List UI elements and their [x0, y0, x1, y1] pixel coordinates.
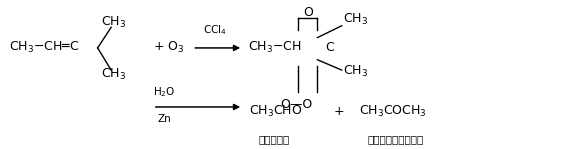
- Text: CH$_3$−CH═C: CH$_3$−CH═C: [9, 40, 80, 55]
- Text: प्रोपेनोन: प्रोपेनोन: [368, 134, 424, 144]
- Text: Zn: Zn: [158, 114, 171, 124]
- Text: CH$_3$COCH$_3$: CH$_3$COCH$_3$: [359, 104, 427, 119]
- Text: CH$_3$: CH$_3$: [101, 15, 126, 30]
- Text: CH$_3$: CH$_3$: [344, 64, 368, 79]
- Text: CH$_3$−CH: CH$_3$−CH: [247, 40, 301, 55]
- Text: C: C: [325, 41, 334, 54]
- Text: CCl$_4$: CCl$_4$: [203, 23, 227, 37]
- Text: +: +: [333, 105, 344, 118]
- Text: एथेनल: एथेनल: [259, 134, 290, 144]
- Text: H$_2$O: H$_2$O: [153, 85, 175, 99]
- Text: CH$_3$: CH$_3$: [344, 12, 368, 27]
- Text: O: O: [303, 6, 313, 19]
- Text: CH$_3$CHO: CH$_3$CHO: [249, 104, 302, 119]
- Text: CH$_3$: CH$_3$: [101, 67, 126, 82]
- Text: + O$_3$: + O$_3$: [153, 40, 184, 55]
- Text: O—O: O—O: [280, 98, 312, 111]
